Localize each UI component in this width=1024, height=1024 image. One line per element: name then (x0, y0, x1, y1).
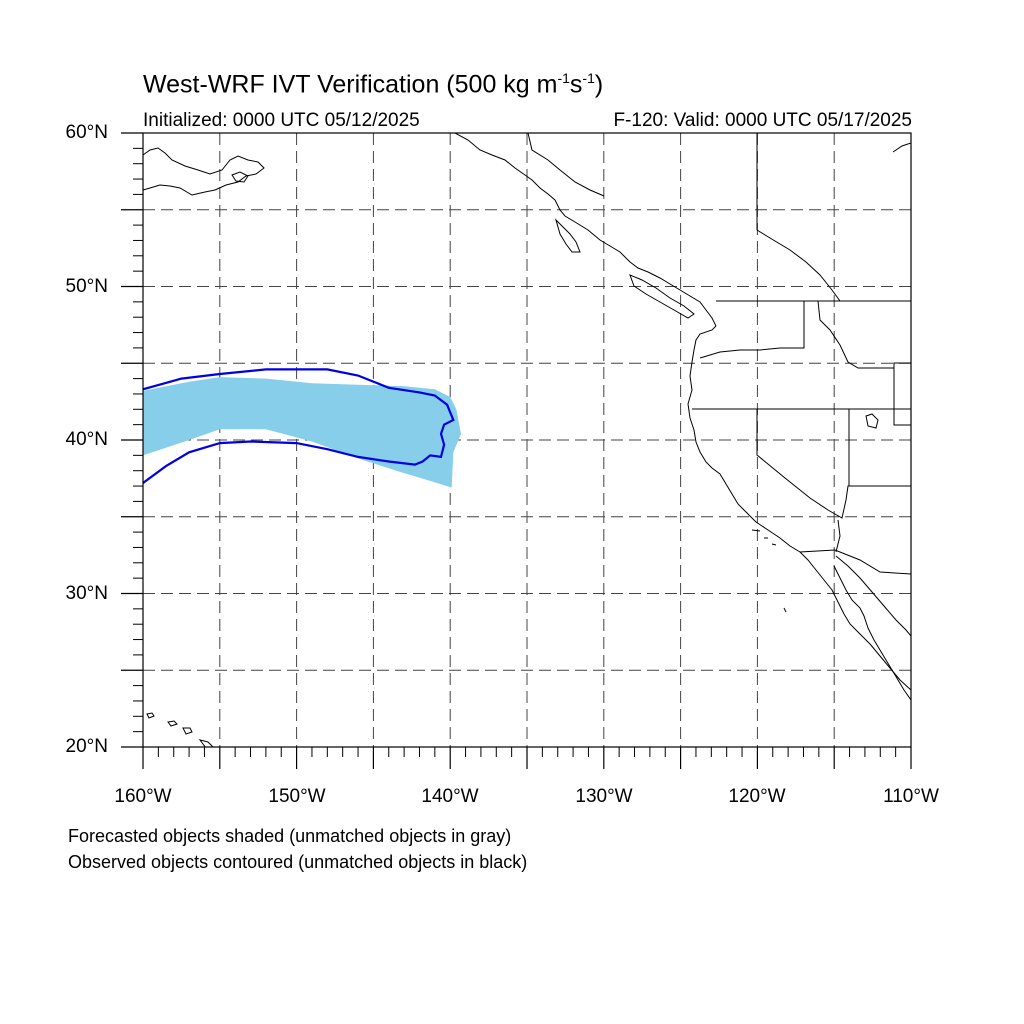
initialized-label: Initialized: 0000 UTC 05/12/2025 (143, 110, 420, 131)
map-title: West-WRF IVT Verification (500 kg m-1s-1… (143, 70, 604, 99)
haida-gwaii-coast (554, 218, 581, 253)
hawaii-island-kauai (146, 712, 155, 719)
valid-label: F-120: Valid: 0000 UTC 05/17/2025 (613, 110, 912, 131)
bc-alberta-border (756, 133, 841, 302)
axis-ticks (121, 132, 912, 769)
legend-forecast-caption: Forecasted objects shaded (unmatched obj… (68, 826, 512, 846)
lat-label-50: 50°N (65, 276, 108, 297)
baja-california-coast (833, 565, 911, 701)
legend-observed-caption: Observed objects contoured (unmatched ob… (68, 852, 528, 872)
southeast-alaska-coast (454, 133, 717, 327)
graticule (142, 132, 912, 748)
lon-label-120w: 120°W (728, 786, 786, 807)
forecast-object (143, 377, 461, 488)
hawaii-island-maui (182, 727, 193, 735)
guadalupe-island (783, 607, 787, 613)
lon-label-140w: 140°W (421, 786, 479, 807)
us-west-coast (687, 325, 911, 691)
az-ca-border (835, 519, 841, 553)
lon-label-130w: 130°W (575, 786, 633, 807)
vancouver-island-coast (629, 274, 695, 319)
lon-label-110w: 110°W (883, 786, 939, 807)
mainland-mexico-coast (835, 555, 911, 637)
kodiak-island-coast (231, 171, 249, 183)
hawaii-island-big (198, 739, 214, 747)
lat-label-40: 40°N (65, 429, 108, 450)
coastlines (143, 133, 911, 747)
ca-nv-border (756, 409, 911, 519)
channel-islands (751, 529, 777, 546)
us-mexico-border (799, 549, 911, 575)
hawaii-island-oahu (167, 720, 178, 727)
alaska-canada-border (527, 133, 605, 197)
alaska-peninsula-coast (143, 147, 265, 196)
lon-label-160w: 160°W (114, 786, 172, 807)
wa-or-border (699, 301, 805, 359)
wy-border (893, 363, 911, 426)
observed-contour (143, 368, 455, 484)
lat-label-60: 60°N (65, 122, 108, 143)
political-borders (527, 133, 911, 575)
great-salt-lake (865, 413, 879, 429)
lon-label-150w: 150°W (268, 786, 326, 807)
lat-label-20: 20°N (65, 736, 108, 757)
lat-label-30: 30°N (65, 583, 108, 604)
idaho-border (817, 300, 911, 369)
canada-coast-top-right (892, 142, 911, 153)
